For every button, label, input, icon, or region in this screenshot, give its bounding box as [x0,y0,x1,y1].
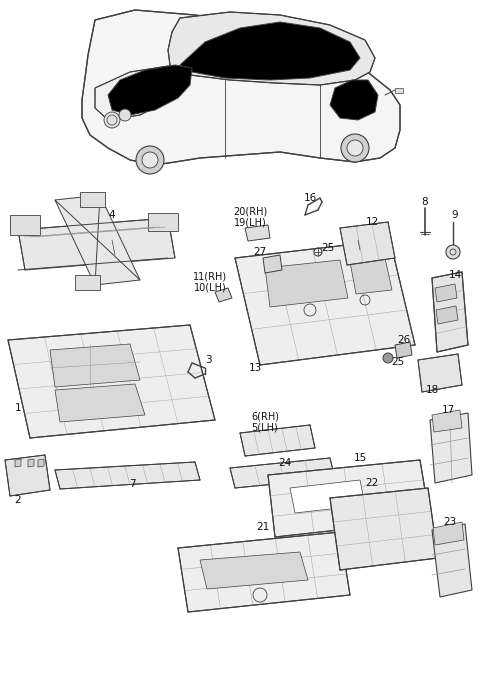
Polygon shape [235,240,415,365]
Polygon shape [55,462,200,489]
Polygon shape [18,218,175,270]
Polygon shape [265,260,348,307]
Circle shape [119,109,131,121]
Text: 16: 16 [303,193,317,203]
Polygon shape [82,10,400,165]
Polygon shape [178,532,350,612]
Polygon shape [340,222,395,265]
Text: 18: 18 [425,385,439,395]
Polygon shape [263,255,282,273]
Polygon shape [38,459,44,467]
Polygon shape [432,272,468,352]
Polygon shape [330,80,378,120]
Polygon shape [15,459,21,467]
Text: 15: 15 [353,453,367,463]
Polygon shape [432,524,472,597]
Polygon shape [55,384,145,422]
Polygon shape [28,459,34,467]
Polygon shape [108,65,192,115]
Polygon shape [230,458,335,488]
Circle shape [341,134,369,162]
Text: 17: 17 [442,405,455,415]
Polygon shape [5,455,50,496]
Polygon shape [148,213,178,231]
Polygon shape [268,460,430,537]
Polygon shape [240,425,315,456]
Polygon shape [430,413,472,483]
Polygon shape [435,284,457,302]
Text: 6(RH)
5(LH): 6(RH) 5(LH) [251,411,279,433]
Circle shape [446,245,460,259]
Polygon shape [168,12,375,85]
Text: 11(RH)
10(LH): 11(RH) 10(LH) [193,271,227,293]
Polygon shape [395,342,412,358]
Text: 20(RH)
19(LH): 20(RH) 19(LH) [233,206,267,228]
Polygon shape [330,488,438,570]
Text: 24: 24 [278,458,292,468]
Text: 25: 25 [322,243,335,253]
Polygon shape [180,22,360,80]
Text: 14: 14 [448,270,462,280]
Polygon shape [418,354,462,392]
Text: 26: 26 [397,335,410,345]
Polygon shape [350,258,392,294]
Text: 21: 21 [256,522,270,532]
Text: 8: 8 [422,197,428,207]
Circle shape [347,140,363,156]
Polygon shape [215,288,232,302]
Circle shape [142,152,158,168]
Polygon shape [95,66,182,120]
Polygon shape [80,192,105,207]
Polygon shape [436,306,458,324]
Polygon shape [10,215,40,235]
Circle shape [383,353,393,363]
Text: 25: 25 [391,357,405,367]
Polygon shape [290,480,365,513]
Polygon shape [75,275,100,290]
Circle shape [136,146,164,174]
Text: 22: 22 [365,478,379,488]
Text: 23: 23 [444,517,456,527]
Polygon shape [8,325,215,438]
Polygon shape [432,410,462,432]
Polygon shape [55,195,140,285]
Polygon shape [200,552,308,589]
Text: 1: 1 [15,403,21,413]
Bar [395,88,403,93]
Text: 2: 2 [15,495,21,505]
Text: 13: 13 [248,363,262,373]
Text: 12: 12 [365,217,379,227]
Polygon shape [245,225,270,241]
Text: 7: 7 [129,479,135,489]
Polygon shape [433,522,464,545]
Text: 4: 4 [108,210,115,220]
Text: 27: 27 [253,247,266,257]
Circle shape [104,112,120,128]
Text: 9: 9 [452,210,458,220]
Polygon shape [50,344,140,387]
Text: 3: 3 [204,355,211,365]
